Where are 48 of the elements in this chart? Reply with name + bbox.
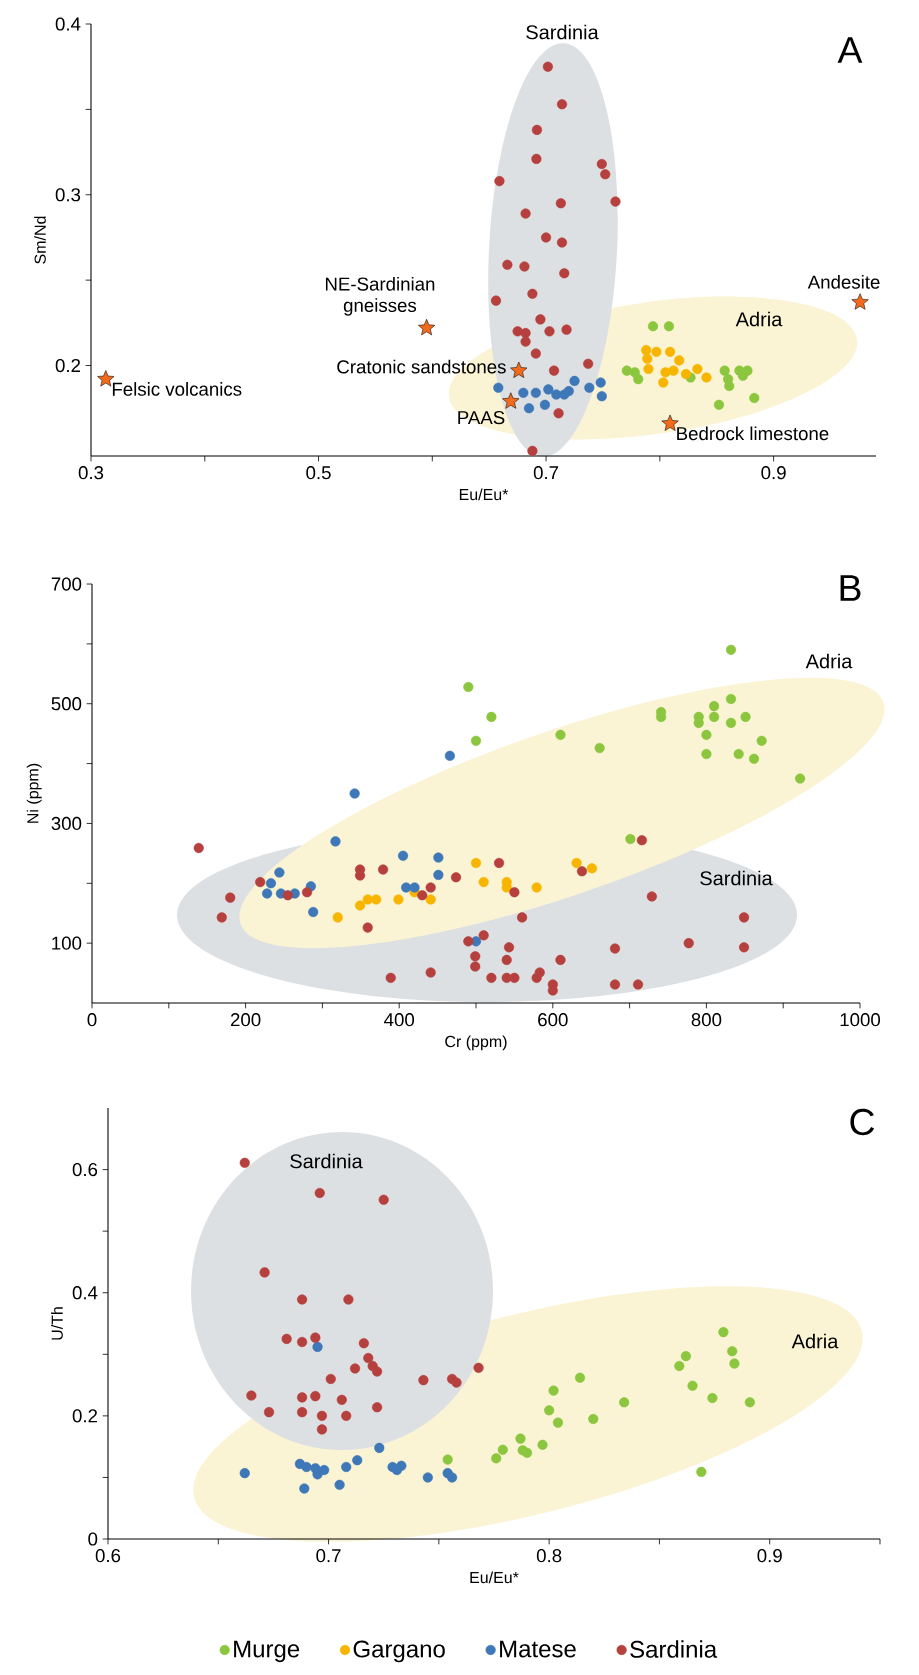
y-tick-label: 0.4	[55, 17, 81, 31]
annotation: Sardinia	[700, 870, 773, 886]
x-axis-title: Eu/Eu*	[470, 1571, 519, 1584]
x-axis-title: Cr (ppm)	[445, 1035, 507, 1051]
y-tick-label: 700	[51, 577, 82, 591]
x-axis-title: Eu/Eu*	[459, 488, 509, 501]
x-tick-label: 800	[691, 1013, 722, 1027]
x-tick-label: 0.9	[757, 1549, 782, 1563]
x-tick-label: 0.5	[306, 466, 331, 480]
chart-title: A	[837, 37, 863, 63]
y-tick-label: 0	[88, 1532, 98, 1546]
x-tick-label: 0.9	[761, 466, 786, 480]
x-tick-label: 0.7	[533, 466, 559, 480]
annotation: Sardinia	[526, 24, 599, 40]
x-tick-label: 0.7	[316, 1549, 341, 1563]
annotation: Adria	[791, 1333, 839, 1349]
legend-label: Matese	[500, 1640, 576, 1658]
x-tick-label: 0.6	[95, 1549, 121, 1563]
x-tick-label: 400	[384, 1013, 415, 1027]
chart-title: B	[840, 575, 861, 601]
y-tick-label: 300	[51, 816, 82, 831]
y-axis-title: U/Th	[51, 1307, 63, 1340]
legend-label: Gargano	[353, 1640, 445, 1663]
annotation: Sardinia	[290, 1153, 363, 1169]
annotation: Andesite	[807, 275, 880, 289]
legend-label: Murge	[234, 1640, 300, 1663]
y-tick-label: 0.2	[55, 358, 81, 373]
y-tick-label: 500	[51, 697, 82, 711]
annotation: Adria	[805, 653, 853, 669]
y-tick-label: 0.4	[72, 1286, 98, 1300]
chart-title: C	[850, 1108, 875, 1136]
x-tick-label: 0.8	[536, 1549, 562, 1563]
y-tick-label: 0.6	[72, 1162, 98, 1177]
y-axis-title: Sm/Nd	[34, 216, 46, 264]
annotation: Felsic volcanics	[112, 382, 242, 396]
x-tick-label: 600	[538, 1013, 568, 1027]
annotation: Bedrock limestone	[677, 426, 829, 441]
annotation: Adria	[735, 311, 783, 327]
annotation: PAAS	[458, 410, 505, 425]
x-tick-label: 1000	[840, 1013, 881, 1027]
y-tick-label: 100	[52, 936, 82, 950]
y-axis-title: Ni (ppm)	[26, 763, 42, 823]
y-tick-label: 0.2	[72, 1409, 98, 1423]
annotation: Cratonic sandstones	[337, 359, 506, 374]
y-tick-label: 0.3	[55, 188, 81, 202]
x-tick-label: 200	[230, 1013, 261, 1027]
annotation: NE-Sardinian gneisses	[325, 276, 435, 316]
legend-label: Sardinia	[630, 1640, 718, 1658]
